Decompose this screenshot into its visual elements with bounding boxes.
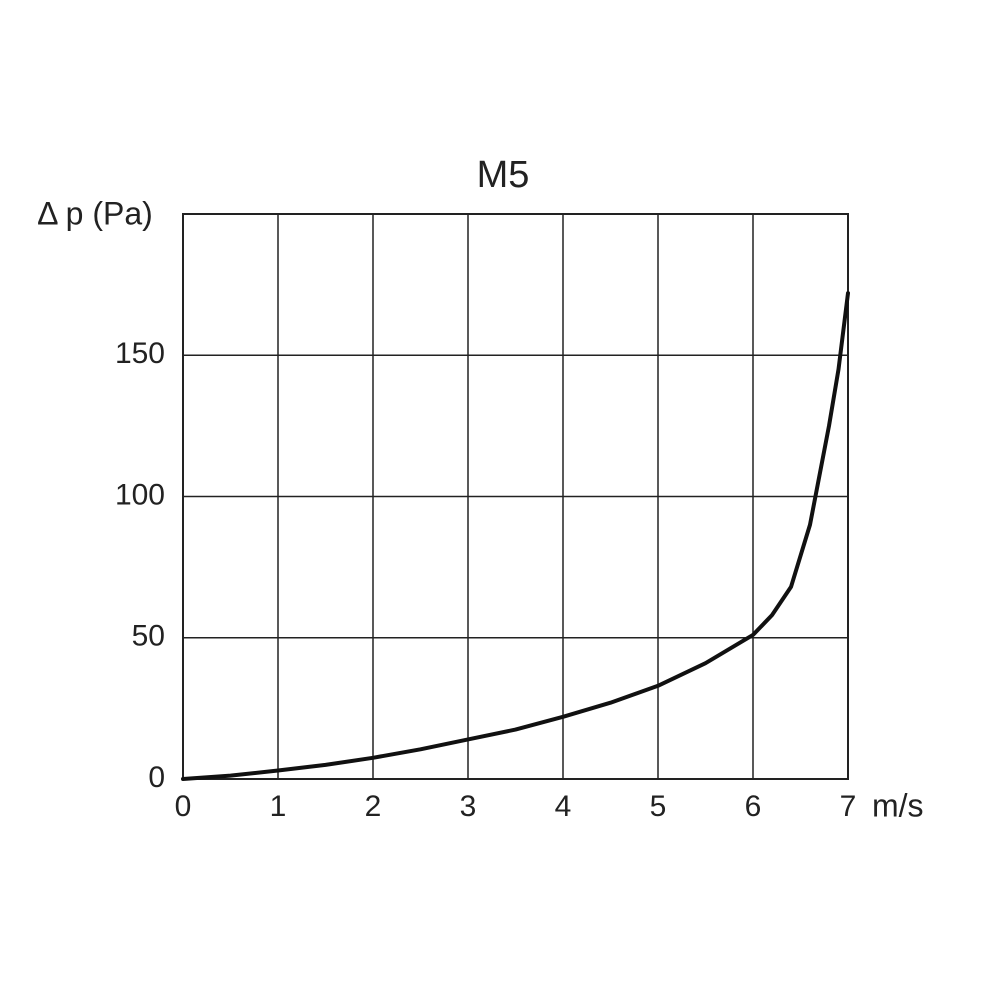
data-line xyxy=(181,291,850,781)
y-axis-label: Δ p (Pa) xyxy=(37,195,153,231)
x-tick-label: 7 xyxy=(840,790,857,823)
x-tick-label: 1 xyxy=(270,790,287,823)
x-tick-label: 4 xyxy=(555,790,572,823)
y-tick-label: 150 xyxy=(115,337,165,370)
x-tick-label: 5 xyxy=(650,790,667,823)
x-tick-label: 6 xyxy=(745,790,762,823)
x-tick-label: 2 xyxy=(365,790,382,823)
y-tick-label: 100 xyxy=(115,478,165,511)
y-tick-label: 50 xyxy=(132,620,165,653)
x-tick-label: 0 xyxy=(175,790,192,823)
x-axis-label: m/s xyxy=(872,787,924,823)
y-tick-label: 0 xyxy=(148,761,165,794)
x-tick-label: 3 xyxy=(460,790,477,823)
chart-title: M5 xyxy=(477,154,530,196)
